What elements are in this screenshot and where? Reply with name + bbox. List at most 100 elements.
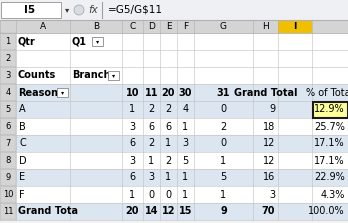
- Text: 8: 8: [5, 156, 11, 165]
- Text: ▾: ▾: [61, 90, 64, 95]
- Text: 0: 0: [165, 190, 172, 200]
- Bar: [16, 135, 348, 152]
- Bar: [278, 20, 312, 33]
- Bar: [0, 50, 16, 67]
- Bar: [0, 118, 16, 135]
- Text: E: E: [19, 173, 25, 182]
- Text: 0: 0: [220, 138, 227, 149]
- Text: 1: 1: [149, 155, 155, 165]
- Text: Grand Tota: Grand Tota: [18, 206, 78, 217]
- Bar: [0, 186, 16, 203]
- Text: Grand Total: Grand Total: [234, 87, 297, 97]
- Text: E: E: [166, 22, 171, 31]
- Text: 22.9%: 22.9%: [314, 173, 345, 182]
- Bar: [16, 152, 348, 169]
- Text: C: C: [129, 22, 136, 31]
- Text: 4: 4: [182, 105, 189, 114]
- Text: Counts: Counts: [18, 70, 56, 81]
- Text: fx: fx: [88, 5, 98, 15]
- Text: ▾: ▾: [112, 73, 115, 78]
- Text: 12: 12: [162, 206, 175, 217]
- Text: =G5/G$11: =G5/G$11: [108, 5, 163, 15]
- Bar: [0, 84, 16, 101]
- Text: A: A: [40, 22, 46, 31]
- Bar: [0, 203, 16, 220]
- Text: D: D: [19, 155, 27, 165]
- Bar: [16, 169, 348, 186]
- Bar: [16, 186, 348, 203]
- Text: 1: 1: [165, 173, 172, 182]
- Text: 20: 20: [126, 206, 139, 217]
- Text: ▾: ▾: [96, 39, 99, 44]
- Text: F: F: [19, 190, 25, 200]
- Text: 20: 20: [162, 87, 175, 97]
- Text: 1: 1: [165, 138, 172, 149]
- Text: 0: 0: [220, 105, 227, 114]
- Bar: [0, 135, 16, 152]
- Circle shape: [74, 5, 84, 15]
- Text: 12.9%: 12.9%: [314, 105, 345, 114]
- Text: 12: 12: [263, 138, 275, 149]
- Text: 3: 3: [182, 138, 189, 149]
- Text: % of Total: % of Total: [306, 87, 348, 97]
- Text: 1: 1: [129, 190, 136, 200]
- Text: 15: 15: [179, 206, 192, 217]
- Text: 1: 1: [220, 190, 227, 200]
- Text: 2: 2: [5, 54, 11, 63]
- Text: 9: 9: [5, 173, 11, 182]
- Text: 1: 1: [5, 37, 11, 46]
- Text: 5: 5: [220, 173, 227, 182]
- Bar: [108, 71, 119, 80]
- Text: 3: 3: [269, 190, 275, 200]
- Text: B: B: [93, 22, 99, 31]
- Text: 11: 11: [3, 207, 13, 216]
- Text: 5: 5: [182, 155, 189, 165]
- Bar: [312, 101, 348, 118]
- Bar: [1, 2, 61, 18]
- Text: 1: 1: [220, 155, 227, 165]
- Bar: [0, 20, 348, 33]
- Text: 3: 3: [129, 122, 136, 132]
- Text: 2: 2: [148, 105, 155, 114]
- Text: H: H: [262, 22, 269, 31]
- Bar: [0, 101, 16, 118]
- Bar: [0, 0, 348, 20]
- Text: I: I: [293, 22, 297, 31]
- Text: 9: 9: [269, 105, 275, 114]
- Text: 2: 2: [165, 105, 172, 114]
- Text: Reason: Reason: [18, 87, 58, 97]
- Text: 11: 11: [145, 87, 158, 97]
- Text: 6: 6: [129, 138, 136, 149]
- Bar: [16, 101, 348, 118]
- Text: 1: 1: [182, 190, 189, 200]
- Text: 3: 3: [5, 71, 11, 80]
- Text: Qtr: Qtr: [18, 37, 36, 47]
- Text: 3: 3: [129, 155, 136, 165]
- Text: 25.7%: 25.7%: [314, 122, 345, 132]
- Text: 2: 2: [148, 138, 155, 149]
- Bar: [16, 203, 348, 220]
- Text: Q1: Q1: [72, 37, 87, 47]
- Bar: [16, 118, 348, 135]
- Text: 6: 6: [149, 122, 155, 132]
- Text: 3: 3: [149, 173, 155, 182]
- Text: D: D: [148, 22, 155, 31]
- Bar: [16, 67, 348, 84]
- Text: 2: 2: [165, 155, 172, 165]
- Text: 10: 10: [3, 190, 13, 199]
- Text: B: B: [19, 122, 26, 132]
- Bar: [313, 101, 348, 118]
- Text: 31: 31: [217, 87, 230, 97]
- Text: 30: 30: [179, 87, 192, 97]
- Text: 17.1%: 17.1%: [314, 138, 345, 149]
- Text: 100.0%: 100.0%: [308, 206, 345, 217]
- Text: C: C: [19, 138, 26, 149]
- Text: 17.1%: 17.1%: [314, 155, 345, 165]
- Text: 9: 9: [220, 206, 227, 217]
- Text: A: A: [19, 105, 26, 114]
- Text: 0: 0: [149, 190, 155, 200]
- Bar: [57, 88, 68, 97]
- Text: 4.3%: 4.3%: [321, 190, 345, 200]
- Text: 6: 6: [5, 122, 11, 131]
- Bar: [0, 169, 16, 186]
